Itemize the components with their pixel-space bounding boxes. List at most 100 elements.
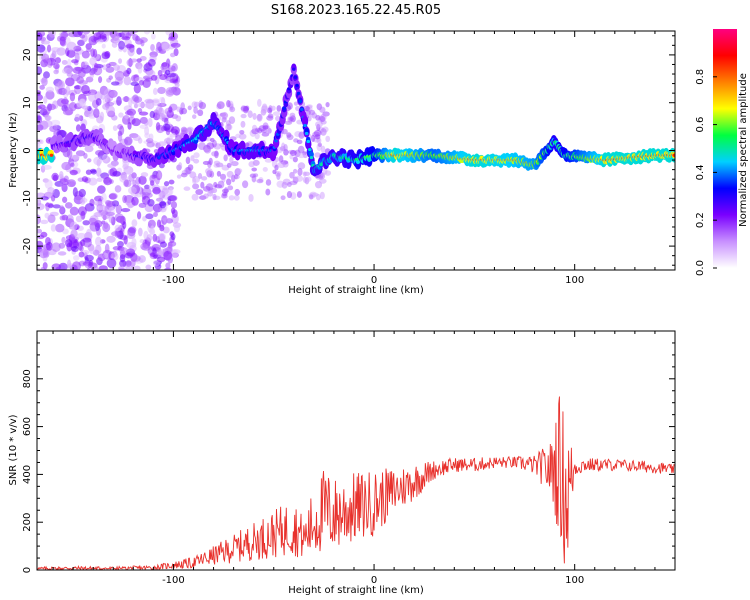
noise-speckle [100,94,106,100]
noise-speckle [53,62,60,70]
noise-speckle [157,249,163,258]
noise-speckle [93,108,100,119]
noise-speckle [47,214,56,224]
noise-speckle [138,255,146,263]
noise-speckle [40,31,45,34]
noise-speckle [51,172,59,181]
noise-speckle [163,267,172,270]
noise-speckle [229,156,234,164]
noise-speckle [46,44,52,53]
noise-speckle [286,190,293,199]
noise-speckle [178,162,183,170]
noise-speckle [66,179,77,188]
noise-speckle [71,245,79,253]
noise-speckle [72,255,80,261]
noise-speckle [252,112,257,120]
noise-speckle [43,71,50,79]
noise-speckle [240,113,247,119]
noise-speckle [114,70,125,81]
noise-speckle [96,177,103,183]
noise-speckle [139,238,146,244]
noise-speckle [93,266,100,270]
noise-speckle [281,181,288,189]
noise-speckle [144,98,154,104]
noise-speckle [119,247,129,255]
noise-speckle [39,84,45,90]
noise-speckle [137,137,143,144]
noise-speckle [75,124,81,132]
noise-speckle [319,106,326,113]
noise-speckle [138,272,143,277]
noise-speckle [62,109,73,116]
noise-speckle [88,92,96,102]
noise-speckle [101,43,106,49]
y-tick-label: 600 [22,417,33,436]
noise-speckle [187,105,192,111]
noise-speckle [155,235,161,243]
x-tick-label: 100 [565,275,584,286]
noise-speckle [257,98,262,107]
noise-speckle [128,173,135,182]
noise-speckle [226,162,232,168]
noise-speckle [95,244,102,255]
noise-speckle [111,41,118,48]
noise-speckle [41,164,52,170]
noise-speckle [320,113,327,121]
noise-speckle [89,56,97,66]
snr-series-line [37,396,675,570]
noise-speckle [74,113,81,122]
noise-speckle [170,52,176,58]
noise-speckle [146,234,153,242]
noise-speckle [54,83,60,92]
noise-speckle [130,81,140,87]
x-tick-label: -100 [162,275,185,286]
noise-speckle [168,179,175,185]
noise-speckle [86,267,91,270]
noise-speckle [125,44,135,49]
noise-speckle [77,206,87,216]
noise-speckle [227,185,234,191]
noise-speckle [99,33,107,40]
noise-speckle [136,271,144,277]
noise-speckle [305,176,312,182]
noise-speckle [272,169,277,175]
x-tick-label: 0 [371,275,377,286]
noise-speckle [139,124,149,130]
noise-speckle [88,35,98,46]
noise-speckle [276,105,282,112]
y-tick-label: 200 [22,513,33,532]
noise-speckle [45,90,55,100]
noise-speckle [169,78,179,84]
noise-speckle [93,200,103,206]
noise-speckle [127,46,135,57]
noise-speckle [274,157,280,162]
noise-speckle [37,93,44,101]
noise-speckle [124,136,133,146]
noise-speckle [284,120,293,125]
noise-speckle [84,254,94,262]
noise-speckle [261,132,270,137]
noise-speckle [170,249,179,258]
noise-speckle [140,243,148,250]
noise-speckle [122,96,130,102]
noise-speckle [264,158,273,163]
noise-speckle [170,201,178,209]
ridge-core [306,139,311,144]
noise-speckle [185,156,191,165]
noise-speckle [170,207,176,214]
noise-speckle [157,141,167,147]
noise-speckle [164,69,171,76]
noise-speckle [129,112,135,118]
noise-speckle [59,205,65,214]
noise-speckle [114,224,121,232]
noise-speckle [81,105,90,110]
snr-line-plot [37,396,675,570]
noise-speckle [112,125,118,131]
noise-speckle [66,49,76,58]
noise-speckle [168,106,173,113]
noise-speckle [61,68,72,75]
noise-speckle [79,199,86,205]
noise-speckle [80,62,88,69]
noise-speckle [42,31,45,32]
